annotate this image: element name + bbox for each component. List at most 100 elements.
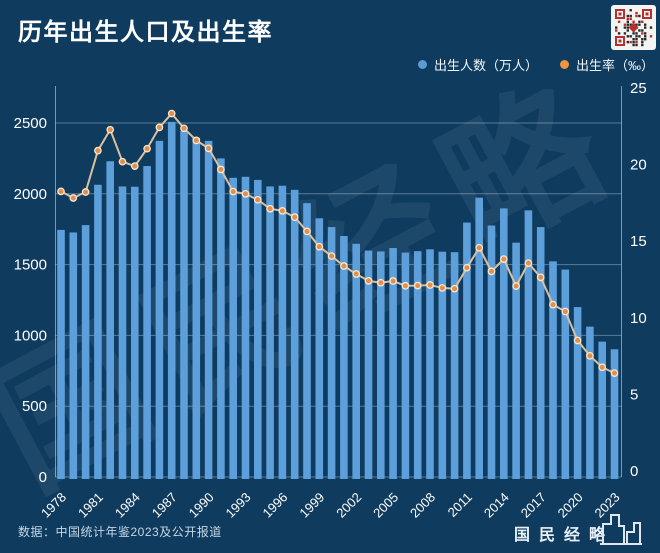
bar-1993 <box>241 176 250 480</box>
bar-2001 <box>340 235 348 479</box>
bar-2004 <box>377 251 385 479</box>
bar-2003 <box>364 250 373 479</box>
marker-2012 <box>475 243 484 252</box>
marker-2021 <box>586 351 594 360</box>
marker-2016 <box>524 259 533 267</box>
svg-text:1984: 1984 <box>112 490 143 521</box>
marker-2006 <box>401 281 410 290</box>
svg-text:1993: 1993 <box>223 490 254 521</box>
svg-text:1000: 1000 <box>14 327 47 344</box>
marker-1985 <box>143 144 151 153</box>
svg-text:25: 25 <box>630 80 647 97</box>
marker-1993 <box>241 190 250 198</box>
bar-1995 <box>266 186 274 479</box>
bar-2022 <box>598 341 606 479</box>
marker-2022 <box>598 363 607 372</box>
births-legend-label: 出生人数（万人） <box>434 57 539 73</box>
rate-legend-dot-icon <box>560 59 570 69</box>
svg-text:1987: 1987 <box>149 490 180 521</box>
bar-2011 <box>463 222 471 479</box>
svg-text:2002: 2002 <box>333 490 364 521</box>
marker-2011 <box>463 263 471 272</box>
bar-2005 <box>389 248 397 479</box>
svg-text:15: 15 <box>630 233 647 250</box>
svg-text:2008: 2008 <box>407 490 438 521</box>
page-title: 历年出生人口及出生率 <box>18 19 273 46</box>
bar-1982 <box>106 161 114 479</box>
data-source-note: 数据：中国统计年鉴2023及公开报道 <box>18 525 222 539</box>
bar-1981 <box>94 184 102 479</box>
marker-1978 <box>57 187 65 196</box>
marker-2003 <box>364 277 373 285</box>
buildings-logo-icon <box>600 514 642 545</box>
marker-2013 <box>487 267 496 276</box>
marker-1995 <box>266 204 274 213</box>
svg-text:5: 5 <box>630 386 638 403</box>
marker-2023 <box>610 369 619 377</box>
marker-1999 <box>315 242 324 251</box>
marker-1998 <box>303 227 311 236</box>
bar-1990 <box>204 140 213 479</box>
bar-1999 <box>315 218 324 479</box>
marker-1984 <box>130 162 139 170</box>
bar-2008 <box>426 249 434 479</box>
bar-2023 <box>610 349 619 479</box>
svg-text:1996: 1996 <box>259 490 290 521</box>
bar-1989 <box>192 137 201 480</box>
marker-2018 <box>549 300 557 309</box>
svg-text:2017: 2017 <box>518 490 549 521</box>
bar-2016 <box>524 210 533 480</box>
bar-1985 <box>143 166 151 480</box>
bar-2007 <box>413 251 422 479</box>
bar-1979 <box>69 232 78 479</box>
bar-1991 <box>217 158 225 479</box>
marker-2014 <box>499 255 508 263</box>
marker-1983 <box>118 157 127 166</box>
marker-2001 <box>340 262 348 270</box>
bar-1978 <box>57 229 65 479</box>
marker-1982 <box>106 125 115 134</box>
bar-2019 <box>561 269 570 479</box>
bar-1998 <box>303 203 311 479</box>
bar-2006 <box>401 252 410 479</box>
bar-1997 <box>290 189 299 479</box>
marker-1989 <box>192 136 201 145</box>
brand-logo-text: 国民经略 <box>514 527 615 544</box>
marker-2007 <box>413 281 422 290</box>
bar-1984 <box>131 186 139 479</box>
marker-1994 <box>253 195 262 204</box>
rate-legend-label: 出生率（‰） <box>576 57 655 73</box>
marker-2002 <box>352 270 361 278</box>
svg-text:0: 0 <box>630 463 638 480</box>
bar-2014 <box>500 208 508 479</box>
bar-1987 <box>167 121 176 480</box>
bar-1988 <box>180 130 188 479</box>
marker-2010 <box>450 284 459 293</box>
marker-2000 <box>327 252 336 260</box>
svg-text:0: 0 <box>39 469 47 486</box>
svg-text:10: 10 <box>630 310 647 327</box>
marker-1987 <box>167 109 176 118</box>
marker-2020 <box>573 336 582 345</box>
bar-1986 <box>155 140 164 479</box>
bar-2021 <box>586 326 594 479</box>
svg-text:20: 20 <box>630 157 647 174</box>
bar-1992 <box>229 177 237 479</box>
legend-item-rate: 出生率（‰） <box>560 55 654 74</box>
bar-2002 <box>352 243 360 479</box>
bar-1980 <box>81 225 90 479</box>
bar-2015 <box>512 242 520 479</box>
bar-2020 <box>573 307 582 479</box>
svg-text:2005: 2005 <box>370 490 401 521</box>
marker-2017 <box>536 273 545 282</box>
marker-2005 <box>389 277 397 285</box>
marker-1988 <box>180 124 188 133</box>
marker-1997 <box>290 213 299 221</box>
qr-code-icon <box>611 5 656 50</box>
bar-2018 <box>549 261 557 479</box>
marker-1991 <box>217 165 225 174</box>
svg-text:1500: 1500 <box>14 257 47 274</box>
bar-1983 <box>118 186 127 479</box>
